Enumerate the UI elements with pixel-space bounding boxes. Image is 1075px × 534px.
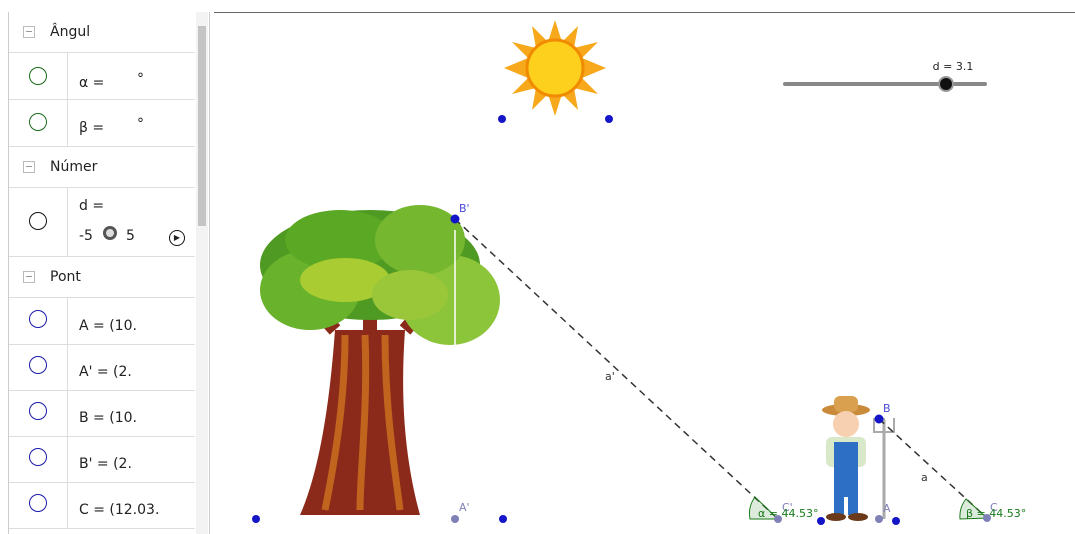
row-unit: ° [137,71,144,87]
algebra-row[interactable]: A' = (2. [9,344,195,391]
algebra-view: Ângul α = ° β = ° Númer d = -5 5 ▶ Pont A = (… [8,12,210,534]
row-label: B = (10. [79,410,137,426]
sun [504,20,606,116]
point[interactable] [499,515,507,523]
group-title: Ângul [50,24,90,40]
point[interactable] [875,515,883,523]
segment [455,219,778,519]
scrollbar[interactable] [196,12,208,534]
point-label: A [883,502,891,515]
point[interactable] [451,515,459,523]
row-label: β = [79,120,104,136]
graphics-view: d = 3.1 B' B A [214,12,1075,534]
group-header[interactable]: Ângul [9,12,195,53]
slider-min: -5 [79,228,93,244]
slider-knob[interactable] [103,226,117,240]
algebra-row[interactable]: A = (10. [9,298,195,345]
row-label: A' = (2. [79,364,132,380]
group-header[interactable]: Númer [9,147,195,188]
row-label: A = (10. [79,318,137,334]
row-unit: ° [137,116,144,132]
tree [260,205,500,515]
row-label: d = [79,198,104,214]
algebra-row[interactable]: d = -5 5 ▶ [9,188,195,257]
group-header[interactable]: Pont [9,257,195,298]
group-title: Pont [50,269,81,285]
point[interactable] [605,115,613,123]
point-label: B' [459,202,470,215]
row-label: C = (12.03. [79,502,159,518]
point[interactable] [875,415,884,424]
segment-label: a [921,471,928,484]
segments [455,219,987,519]
slider-label: d = 3.1 [933,60,974,73]
point[interactable] [892,517,900,525]
angle-label: α = 44.53° [758,507,818,520]
point-label: A' [459,501,470,514]
point[interactable] [252,515,260,523]
geogebra-app: Ângul α = ° β = ° Númer d = -5 5 ▶ Pont A = (… [0,0,1075,534]
group-title: Númer [50,159,97,175]
angle-label: β = 44.53° [966,507,1026,520]
algebra-row[interactable]: β = ° [9,100,195,147]
algebra-row[interactable]: α = ° [9,53,195,100]
slider-knob[interactable] [939,77,953,91]
row-label: α = [79,75,104,91]
algebra-row[interactable]: B' = (2. [9,436,195,483]
point-label: B [883,402,891,415]
algebra-row[interactable]: C = (12.03. [9,482,195,529]
row-label: B' = (2. [79,456,132,472]
segment-label: a' [605,370,615,383]
point[interactable] [451,215,460,224]
point[interactable] [498,115,506,123]
slider-max: 5 [126,228,135,244]
play-button[interactable]: ▶ [169,230,185,246]
algebra-row[interactable]: B = (10. [9,390,195,437]
